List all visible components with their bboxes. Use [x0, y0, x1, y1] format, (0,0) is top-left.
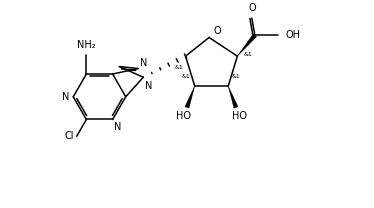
Polygon shape	[237, 34, 257, 56]
Text: &1: &1	[175, 65, 184, 70]
Text: N: N	[114, 122, 121, 132]
Text: N: N	[145, 81, 153, 91]
Text: HO: HO	[175, 111, 190, 121]
Polygon shape	[228, 86, 238, 108]
Polygon shape	[185, 86, 195, 108]
Text: N: N	[62, 92, 69, 102]
Text: Cl: Cl	[64, 131, 74, 141]
Text: &1: &1	[243, 52, 252, 57]
Text: NH₂: NH₂	[77, 40, 96, 50]
Text: &1: &1	[232, 74, 241, 79]
Text: O: O	[214, 26, 221, 36]
Text: OH: OH	[285, 30, 300, 40]
Text: HO: HO	[232, 111, 247, 121]
Text: N: N	[140, 58, 148, 68]
Text: &1: &1	[182, 74, 191, 79]
Text: O: O	[248, 3, 256, 13]
